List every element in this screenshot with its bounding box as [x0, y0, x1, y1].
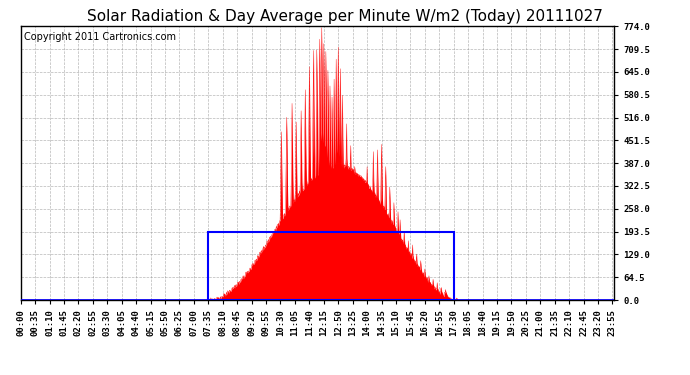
Bar	[208, 231, 454, 300]
Text: Solar Radiation & Day Average per Minute W/m2 (Today) 20111027: Solar Radiation & Day Average per Minute…	[87, 9, 603, 24]
Text: Copyright 2011 Cartronics.com: Copyright 2011 Cartronics.com	[23, 32, 176, 42]
